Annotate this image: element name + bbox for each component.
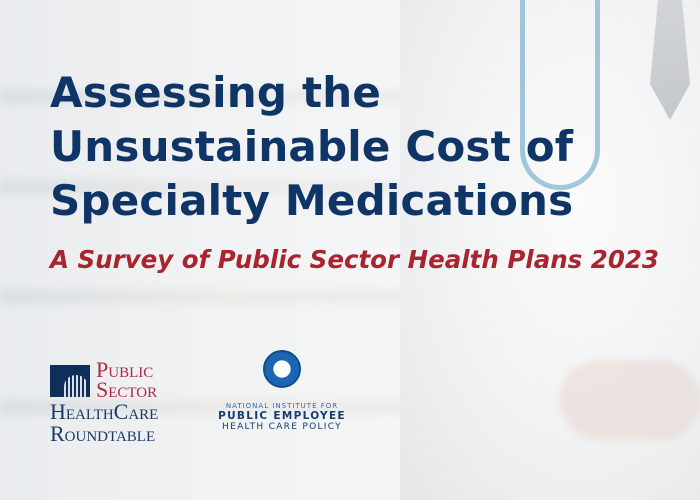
background-doctor-image (400, 0, 700, 500)
public-sector-healthcare-roundtable-logo: Public Sector HealthCare Roundtable (50, 357, 159, 446)
hand-tablet-decoration (560, 360, 700, 440)
capitol-dome-icon (50, 365, 90, 397)
subtitle: A Survey of Public Sector Health Plans 2… (50, 245, 659, 274)
page-title: Assessing the Unsustainable Cost of Spec… (50, 68, 574, 225)
stethoscope-decoration (520, 0, 600, 190)
capitol-seal-icon (263, 350, 301, 388)
nipehcp-logo: NATIONAL INSTITUTE FOR PUBLIC EMPLOYEE H… (212, 350, 352, 445)
